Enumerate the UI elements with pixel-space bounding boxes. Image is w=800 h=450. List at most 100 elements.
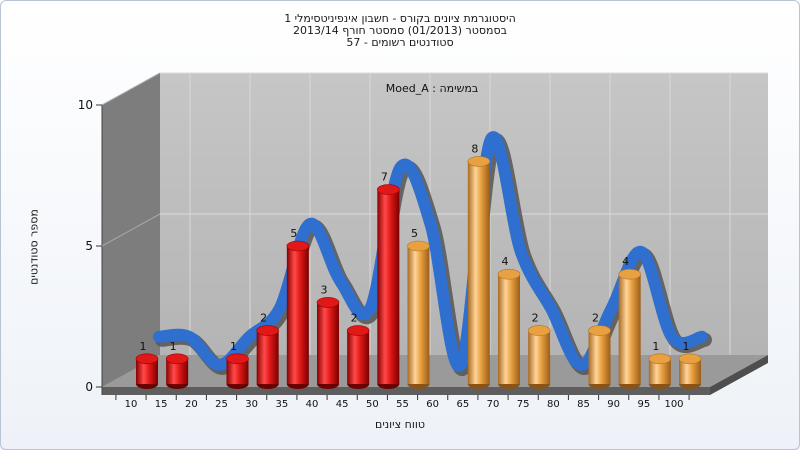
bar-top [407,240,430,252]
x-tick-label: 60 [426,399,439,410]
y-tick-label: 0 [85,380,93,394]
bar-body [136,358,158,384]
y-axis-ticks: 0 5 10 [78,98,102,394]
y-tick-label: 10 [78,98,93,112]
x-tick-label: 50 [366,399,379,410]
bar [467,156,491,389]
bar-top [226,353,249,365]
bar-top [286,240,310,252]
bar-top [497,268,521,280]
bar-top [346,325,370,336]
x-tick-label: 100 [664,399,683,410]
bar-top [135,353,159,365]
x-axis-ticks: 10 15 20 25 30 35 40 45 50 55 60 65 70 75 80 85 90 95 100 [115,395,690,410]
bar [527,325,551,389]
chart-title-line-1: היסטוגרמת ציונים בקורס - חשבון אינפיניטס… [284,12,516,25]
y-axis-label: מספר סטודנטים [27,209,41,285]
data-label: 2 [532,312,539,325]
data-label: 5 [411,227,418,240]
bar [346,325,370,389]
x-tick-label: 70 [487,399,500,410]
data-label: 5 [290,227,297,240]
bar [256,325,279,389]
bar-top [316,297,340,308]
data-label: 1 [683,340,690,353]
bar-body [166,358,189,384]
x-tick-label: 55 [396,399,409,410]
bar-body [648,358,671,384]
bar [286,240,310,389]
bar-body [377,189,400,384]
x-tick-label: 90 [607,399,620,410]
x-tick-label: 65 [456,399,469,410]
data-label: 4 [622,255,629,268]
bar-body [467,161,490,384]
bar-body [618,274,641,384]
bar [648,353,672,389]
bar-top [678,353,702,365]
x-tick-label: 75 [517,399,530,410]
chart-title-line-3: סטודנטים רשומים - 57 [346,36,454,49]
bar [316,297,340,389]
x-tick-label: 20 [185,399,198,410]
bar [588,325,611,389]
data-label: 2 [592,312,599,325]
bar-body [407,246,430,384]
data-label: 1 [230,340,237,353]
bar-top [588,325,611,336]
y-tick-label: 5 [85,239,93,253]
x-tick-label: 10 [125,399,138,410]
bar [618,268,641,389]
x-tick-label: 80 [547,399,560,410]
bar-top [467,156,491,167]
bar-body [498,274,520,384]
floor-side-edge [710,355,768,395]
data-label: 2 [351,312,358,325]
grid-line-left [101,72,161,106]
x-tick-label: 95 [637,399,650,410]
bar [678,353,702,389]
bar-body [588,330,611,384]
data-label: 1 [170,340,177,353]
x-tick-label: 35 [275,399,288,410]
x-tick-label: 85 [577,399,590,410]
grid-line-left [101,213,161,247]
x-tick-label: 40 [306,399,319,410]
data-label: 7 [381,171,388,184]
bar-body [286,246,309,384]
bar-top [377,184,400,195]
bar-body [528,330,551,384]
bar-body [347,330,370,384]
bar-body [317,302,339,384]
bar-top [618,268,641,280]
bar [226,353,249,389]
bar [497,268,521,389]
bar [135,353,159,389]
chart-subtitle: במשימה : Moed_A [386,82,478,95]
trend-ribbon-line [153,131,708,373]
x-tick-label: 15 [155,399,168,410]
bars-group [135,156,702,389]
bar-top [256,325,279,336]
bar-body [256,330,279,384]
data-label: 2 [260,312,267,325]
bar [407,240,430,389]
x-tick-label: 25 [215,399,228,410]
data-label: 1 [652,340,659,353]
data-label: 3 [321,283,328,296]
bar-body [226,358,249,384]
data-label: 8 [471,142,478,155]
bar-top [648,353,672,365]
data-labels: 1 1 1 2 5 3 2 7 5 8 4 2 2 4 1 1 [140,142,690,352]
data-label: 1 [140,340,147,353]
data-label: 4 [502,255,509,268]
bar [377,184,400,389]
chart-title-line-2: בסמסטר (01/2013) סמסטר חורף 2013/14 [293,24,507,37]
floor-edge [102,387,710,395]
bar-body [679,358,701,384]
bar-top [165,353,189,365]
bar [165,353,189,389]
x-axis-label: טווח ציונים [375,418,425,431]
bar-top [527,325,551,336]
